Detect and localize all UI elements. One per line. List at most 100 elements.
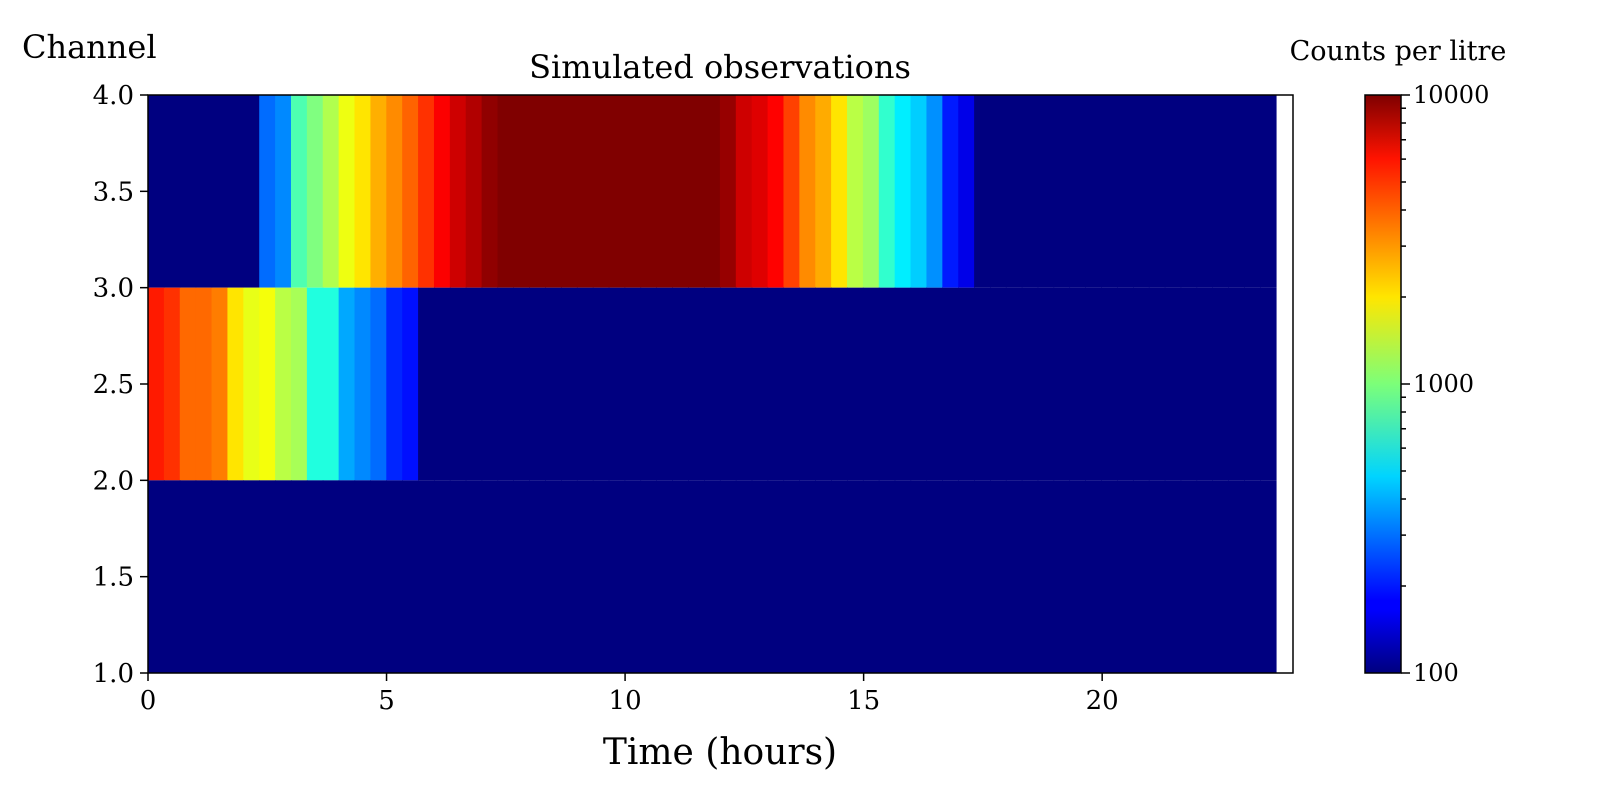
heatmap-cell xyxy=(1180,95,1198,288)
heatmap-cell xyxy=(958,95,975,288)
heatmap-cell xyxy=(735,287,753,481)
heatmap-cell xyxy=(704,95,721,288)
heatmap-cell xyxy=(1069,95,1086,288)
heatmap-cell xyxy=(211,95,229,288)
heatmap-cell xyxy=(1005,95,1023,288)
heatmap-cell xyxy=(608,95,626,288)
colorbar-tick-label: 100 xyxy=(1413,659,1459,687)
heatmap-cell xyxy=(1005,480,1023,673)
heatmap-cell xyxy=(862,480,880,673)
heatmap-cell xyxy=(1244,480,1261,673)
heatmap-cell xyxy=(990,287,1007,481)
heatmap-cell xyxy=(497,480,514,673)
heatmap-cell xyxy=(418,287,435,481)
heatmap-cell xyxy=(1117,95,1134,288)
heatmap-cell xyxy=(195,95,213,288)
y-axis: 1.0 1.5 2.0 2.5 3.0 3.5 4.0 xyxy=(93,81,148,689)
y-axis-label: Channel xyxy=(22,28,157,66)
heatmap-cell xyxy=(386,287,403,481)
heatmap-cell xyxy=(433,287,451,481)
heatmap-cell xyxy=(1196,480,1214,673)
heatmap-cell xyxy=(259,95,276,288)
heatmap-cell xyxy=(1021,95,1039,288)
heatmap-cell xyxy=(1148,287,1166,481)
heatmap-cell xyxy=(942,287,959,481)
heatmap-cell xyxy=(672,95,689,288)
heatmap-cell xyxy=(338,480,356,673)
heatmap-cell xyxy=(1005,287,1023,481)
heatmap-cell xyxy=(1132,480,1150,673)
heatmap-cell xyxy=(561,480,578,673)
heatmap-cell xyxy=(894,287,912,481)
heatmap-cell xyxy=(529,480,546,673)
heatmap-cell xyxy=(561,95,578,288)
heatmap-cell xyxy=(1101,480,1118,673)
heatmap-cell xyxy=(1228,480,1245,673)
heatmap-cell xyxy=(402,287,419,481)
heatmap-cell xyxy=(402,95,419,288)
heatmap-cell xyxy=(815,287,832,481)
heatmap-cell xyxy=(354,480,372,673)
heatmap-cell xyxy=(386,95,403,288)
heatmap-cell xyxy=(322,287,340,481)
heatmap-cell xyxy=(656,480,673,673)
heatmap-cell xyxy=(370,480,387,673)
heatmap-cell xyxy=(672,480,689,673)
heatmap-cell xyxy=(624,287,642,481)
heatmap-cell xyxy=(719,287,737,481)
heatmap-cell xyxy=(148,287,165,481)
heatmap-cell xyxy=(513,95,530,288)
heatmap-cell xyxy=(306,287,324,481)
heatmap-cell xyxy=(1117,287,1134,481)
heatmap-cell xyxy=(1021,287,1039,481)
heatmap-cell xyxy=(163,480,181,673)
heatmap-cell xyxy=(290,95,308,288)
heatmap-cell xyxy=(306,480,324,673)
heatmap-cell xyxy=(783,287,800,481)
x-tick-label: 5 xyxy=(378,686,395,716)
colorbar-label: Counts per litre xyxy=(1290,36,1507,67)
heatmap-cell xyxy=(767,95,785,288)
x-axis-label: Time (hours) xyxy=(603,732,837,773)
heatmap-cell xyxy=(465,95,483,288)
heatmap-cell xyxy=(243,480,260,673)
heatmap-cell xyxy=(1180,287,1198,481)
heatmap-cell xyxy=(910,287,928,481)
colorbar-tick-label: 10000 xyxy=(1413,81,1489,109)
heatmap-cell xyxy=(322,95,340,288)
heatmap-cell xyxy=(799,480,816,673)
heatmap-cell xyxy=(1037,287,1055,481)
heatmap-cell xyxy=(1260,95,1277,288)
heatmap-cell xyxy=(576,95,594,288)
heatmap-cell xyxy=(688,480,705,673)
heatmap-cell xyxy=(974,95,991,288)
heatmap-cell xyxy=(545,480,562,673)
heatmap-cell xyxy=(926,287,943,481)
heatmap-cell xyxy=(894,95,912,288)
heatmap-cell xyxy=(338,287,356,481)
heatmap-cell xyxy=(783,95,800,288)
heatmap-cell xyxy=(719,95,737,288)
heatmap-cell xyxy=(449,287,467,481)
x-tick-label: 10 xyxy=(609,686,642,716)
heatmap-cell xyxy=(179,480,197,673)
heatmap-cell xyxy=(1037,480,1055,673)
heatmap-cell xyxy=(1037,95,1055,288)
heatmap-cell xyxy=(465,287,483,481)
heatmap-cell xyxy=(1164,287,1182,481)
heatmap-cell xyxy=(227,287,244,481)
heatmap-cell xyxy=(767,287,785,481)
heatmap-cell xyxy=(195,480,213,673)
heatmap-cell xyxy=(576,287,594,481)
heatmap-cell xyxy=(688,287,705,481)
heatmap-cell xyxy=(815,95,832,288)
heatmap-cell xyxy=(497,95,514,288)
heatmap-cell xyxy=(688,95,705,288)
heatmap-cell xyxy=(862,95,880,288)
heatmap-cell xyxy=(529,287,546,481)
heatmap-cell xyxy=(735,480,753,673)
heatmap-cell xyxy=(370,95,387,288)
heatmap-cell xyxy=(1101,287,1118,481)
heatmap-cell xyxy=(561,287,578,481)
heatmap-cell xyxy=(243,287,260,481)
